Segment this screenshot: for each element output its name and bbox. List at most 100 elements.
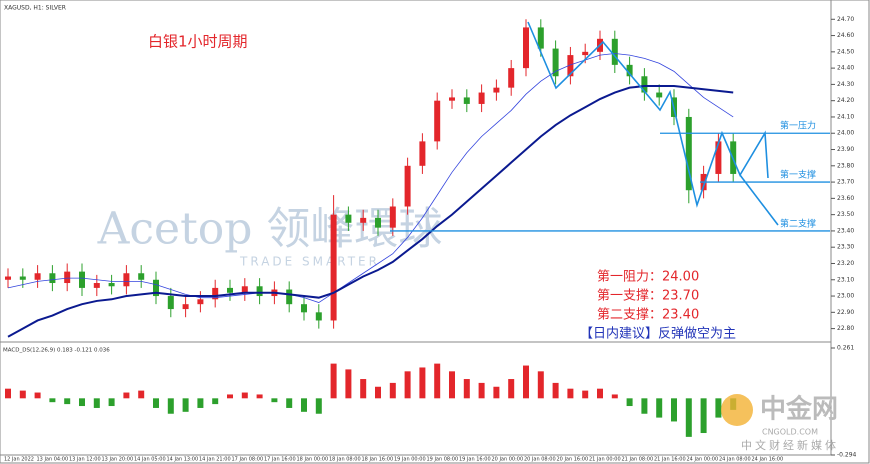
candle-body [419,141,426,166]
candle-body [656,92,663,98]
zigzag-tail [739,174,779,226]
candle-body [227,287,233,293]
macd-bar [286,398,293,408]
y-tick-label: 23.50 [837,211,854,218]
chart-title: XAGUSD, H1: SILVER [4,5,66,12]
macd-bar [5,388,11,399]
x-tick-label: 14 Jan 05:00 [134,457,166,463]
x-tick-label: 14 Jan 21:00 [199,457,231,463]
y2-tick-label: 0.261 [837,345,854,352]
candle-body [315,312,322,321]
macd-bar [552,382,559,399]
macd-bar [375,386,381,399]
candle-body [685,116,692,191]
candle-body [552,48,559,77]
candle-body [389,206,396,228]
candle-body [93,283,100,288]
watermark-url: CNGOLD.COM [762,428,818,437]
y-tick-label: 22.90 [837,309,854,316]
macd-bar [685,398,692,437]
candle-body [375,217,381,228]
note: 第一支撑：23.70 [597,289,699,304]
y-tick-label: 23.70 [837,179,854,186]
candle-body [330,214,337,321]
macd-bar [167,398,174,414]
macd-bar [64,398,71,405]
x-tick-label: 14 Jan 13:00 [167,457,199,463]
candle-body [241,286,248,293]
macd-bar [567,388,574,399]
macd-bar [389,382,396,399]
candle-body [286,289,293,305]
macd-bar [656,398,663,418]
macd-bar [463,379,470,399]
candle-body [611,38,618,65]
y-tick-label: 23.30 [837,244,854,251]
level-label: 第一压力 [780,120,816,132]
candle-body [197,299,204,305]
x-tick-label: 18 Jan 00:00 [297,457,329,463]
candle-body [49,273,56,284]
y-tick-label: 24.00 [837,130,854,137]
x-tick-label: 17 Jan 08:00 [232,457,264,463]
candle-body [19,276,26,280]
candle-body [212,287,219,300]
macd-bar [523,365,529,399]
macd-bar [360,379,367,399]
watermark-tagline: 中文财经新媒体 [741,438,839,452]
macd-bar [478,382,485,399]
y-tick-label: 23.80 [837,162,854,169]
marks: 22.80 22.90 23.00 23.10 23.20 23.30 23.40 23.50… [4,16,857,463]
candle-body [582,51,589,56]
macd-bar [493,386,500,399]
macd-bar [404,371,411,399]
macd-bar [227,394,233,399]
level-label: 第二支撑 [780,217,816,229]
x-tick-label: 24 Jan 00:00 [687,457,719,463]
note: 第二支撑：23.40 [597,308,699,323]
macd-bar [597,388,603,399]
y-tick-label: 23.60 [837,195,854,202]
watermark-brand: Acetop 领峰環球 [97,204,443,255]
x-tick-label: 17 Jan 16:00 [264,457,296,463]
y-tick-label: 24.50 [837,48,854,55]
y-tick-label: 24.60 [837,32,854,39]
zigzag [527,21,769,208]
y-tick-label: 22.80 [837,325,854,332]
macd-bar [108,398,115,407]
annotation: 白银1小时周期 [148,33,248,51]
y-tick-label: 23.20 [837,260,854,267]
y-tick-label: 23.40 [837,227,854,234]
x-tick-label: 18 Jan 08:00 [329,457,361,463]
x-tick-label: 18 Jan 16:00 [362,457,394,463]
macd-bar [49,398,56,403]
macd-bar [330,363,337,399]
macd-bar [138,390,145,399]
candle-body [153,279,159,297]
x-tick-label: 13 Jan 04:00 [37,457,69,463]
macd-bar [449,371,455,399]
macd-title: MACD_DS(12,26,9) 0.183 -0.121 0.036 [3,348,110,354]
y-tick-label: 24.40 [837,65,854,72]
x-tick-label: 21 Jan 16:00 [654,457,686,463]
macd-bar [626,398,633,407]
macd-bar [345,369,352,399]
x-tick-label: 24 Jan 08:00 [719,457,751,463]
x-tick-label: 24 Jan 16:00 [752,457,784,463]
candle-body [182,304,189,310]
macd-bar [715,398,722,418]
logo-icon [721,394,753,426]
macd-bar [271,398,278,403]
candle-body [138,273,145,280]
candle-body [79,271,85,288]
macd-bar [79,398,85,407]
macd-bar [611,394,618,399]
candle-body [108,283,115,287]
x-tick-label: 20 Jan 08:00 [524,457,556,463]
x-tick-label: 21 Jan 08:00 [622,457,654,463]
candle-body [345,214,352,223]
x-tick-label: 20 Jan 16:00 [557,457,589,463]
y-tick-label: 23.10 [837,276,854,283]
macd-bar [241,392,248,399]
